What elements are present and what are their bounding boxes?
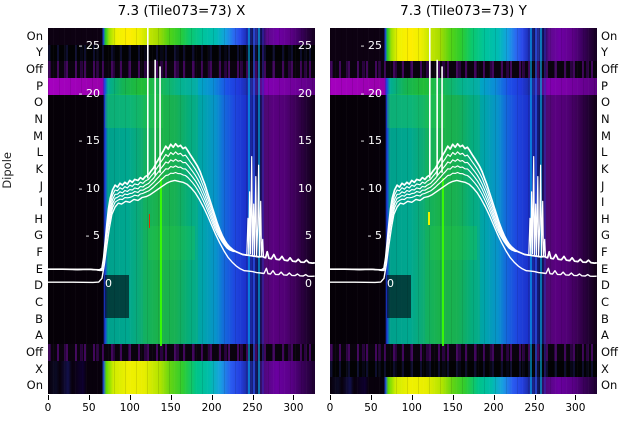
row-label-right-a: A — [601, 328, 609, 343]
row-label-left-m: M — [33, 128, 43, 143]
row-label-left-c: C — [34, 295, 43, 309]
row-label-right-n: N — [601, 112, 610, 126]
row-label-right-g: G — [601, 228, 610, 243]
x-tick-mark — [48, 395, 49, 400]
row-label-left-on: On — [26, 378, 43, 393]
heatmap-panel-y: - 25 - 20 - 15 - 10 - 5 0 — [330, 28, 597, 394]
y-tick-label-inner-left: - 5 — [85, 229, 100, 242]
y-tick-label-inner-left: - 20 — [360, 86, 382, 100]
row-label-right-c: C — [601, 295, 610, 309]
x-tick-label: 150 — [442, 402, 463, 414]
y-tick-label-inner-left: - 15 — [78, 134, 100, 147]
row-label-right-on: On — [601, 378, 618, 393]
row-label-left-x: X — [35, 361, 43, 376]
row-label-right-i: I — [601, 195, 605, 210]
y-tick-label-inner-right: 15 — [298, 134, 312, 147]
y-tick-label-inner-right: 0 — [305, 276, 312, 290]
row-label-right-m: M — [601, 128, 611, 143]
x-tick-mark — [330, 395, 331, 400]
heatmap-panel-x: - 25 25 - 20 20 - 15 15 - 10 10 - 5 5 0 0 — [48, 28, 315, 394]
row-label-right-off: Off — [601, 344, 618, 359]
x-tick-label: 100 — [401, 402, 422, 414]
row-label-right-h: H — [601, 211, 610, 226]
row-label-left-k: K — [35, 161, 43, 176]
row-label-right-e: E — [601, 261, 609, 276]
x-tick-label: 100 — [119, 402, 140, 414]
y-tick-label-inner-right: 10 — [298, 181, 312, 195]
row-label-left-f: F — [36, 245, 43, 260]
x-tick-label: 300 — [565, 402, 586, 414]
row-label-left-y: Y — [35, 45, 43, 60]
row-label-right-off: Off — [601, 62, 618, 77]
x-tick-mark — [211, 395, 213, 400]
row-label-left-l: L — [36, 145, 43, 160]
row-label-right-on: On — [601, 28, 618, 43]
row-label-left-off: Off — [26, 344, 43, 359]
row-label-right-f: F — [601, 245, 608, 260]
y-tick-label-inner-left: - 25 — [360, 39, 382, 52]
row-label-right-p: P — [601, 78, 608, 93]
x-tick-label: 250 — [524, 402, 545, 414]
row-label-left-o: O — [33, 95, 43, 110]
bandpass-curves — [330, 28, 597, 284]
row-label-left-e: E — [35, 261, 43, 276]
x-tick-label: 150 — [160, 402, 181, 414]
x-tick-label: 50 — [364, 402, 378, 414]
row-label-right-l: L — [601, 145, 608, 160]
x-tick-mark — [129, 395, 131, 400]
x-tick-mark — [493, 395, 495, 400]
x-tick-mark — [575, 395, 577, 400]
x-tick-mark — [370, 395, 372, 400]
x-tick-label: 250 — [242, 402, 263, 414]
row-label-right-o: O — [601, 95, 611, 110]
panel-title-y: 7.3 (Tile073=73) Y — [400, 3, 527, 19]
row-label-right-k: K — [601, 161, 609, 176]
y-tick-label-inner-left: 0 — [105, 276, 112, 290]
row-label-left-j: J — [39, 178, 43, 193]
row-label-right-j: J — [601, 178, 605, 193]
row-label-right-d: D — [601, 278, 610, 293]
row-label-left-h: H — [34, 211, 43, 226]
row-label-left-g: G — [34, 228, 43, 243]
x-tick-mark — [170, 395, 172, 400]
y-tick-label-inner-left: - 15 — [360, 134, 382, 147]
x-tick-mark — [293, 395, 295, 400]
row-label-left-p: P — [36, 78, 43, 93]
x-tick-label: 200 — [483, 402, 504, 414]
row-label-left-i: I — [39, 195, 43, 210]
y-tick-label-inner-left: 0 — [387, 276, 394, 290]
x-tick-mark — [452, 395, 454, 400]
row-label-right-x: X — [601, 361, 609, 376]
row-label-left-d: D — [34, 278, 43, 293]
y-tick-label-inner-left: - 5 — [367, 229, 382, 242]
y-tick-label-inner-left: - 20 — [78, 86, 100, 100]
y-tick-label-inner-right: 25 — [298, 39, 312, 52]
x-tick-label: 200 — [201, 402, 222, 414]
x-tick-label: 0 — [326, 402, 334, 414]
x-tick-mark — [88, 395, 90, 400]
y-tick-label-inner-left: - 10 — [78, 181, 100, 195]
panel-title-x: 7.3 (Tile073=73) X — [117, 3, 246, 19]
y-tick-label-inner-right: 5 — [305, 229, 312, 242]
x-tick-mark — [252, 395, 254, 400]
row-label-left-n: N — [34, 112, 43, 126]
column-texture — [48, 28, 315, 394]
x-tick-label: 300 — [283, 402, 304, 414]
y-tick-label-inner-left: - 25 — [78, 39, 100, 52]
row-label-right-y: Y — [601, 45, 609, 60]
y-tick-label-inner-left: - 10 — [360, 181, 382, 195]
x-tick-mark — [534, 395, 536, 400]
row-label-left-on: On — [26, 28, 43, 43]
row-label-left-a: A — [35, 328, 43, 343]
x-tick-label: 50 — [82, 402, 96, 414]
x-tick-label: 0 — [44, 402, 52, 414]
row-label-right-b: B — [601, 311, 609, 326]
column-texture — [330, 28, 597, 394]
y-tick-label-inner-right: 20 — [298, 86, 312, 100]
row-label-left-b: B — [35, 311, 43, 326]
x-tick-mark — [411, 395, 413, 400]
row-label-left-off: Off — [26, 62, 43, 77]
bandpass-curves — [48, 28, 315, 284]
